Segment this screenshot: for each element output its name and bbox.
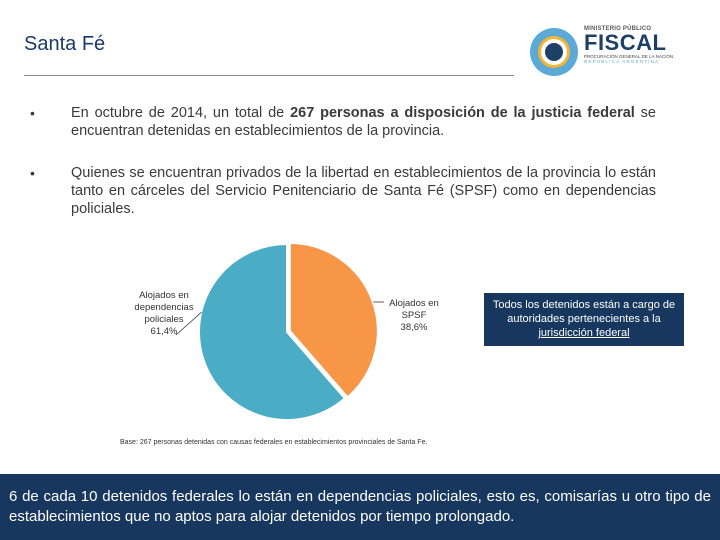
sun-emblem-icon xyxy=(530,28,578,76)
bullet-item: • En octubre de 2014, un total de 267 pe… xyxy=(30,104,656,140)
callout-underlined: jurisdicción federal xyxy=(538,327,630,339)
ministerio-publico-fiscal-logo: MINISTERIO PÚBLICO FISCAL PROCURACIÓN GE… xyxy=(528,26,674,78)
pie-leader-policiales xyxy=(175,311,202,336)
bullet-dot: • xyxy=(30,165,35,181)
pie-label-policiales-line: Alojados en xyxy=(139,290,189,301)
footer-text: 6 de cada 10 detenidos federales lo está… xyxy=(9,488,711,525)
bullet-item: • Quienes se encuentran privados de la l… xyxy=(30,164,656,218)
pie-label-spsf-line: SPSF xyxy=(401,310,427,321)
page-title: Santa Fé xyxy=(24,33,106,55)
pie-slice-spsf xyxy=(288,241,379,399)
bullet-1-bold: 267 personas a disposición de la justici… xyxy=(290,105,635,121)
logo-name: FISCAL xyxy=(584,30,667,55)
bullet-1-pre: En octubre de 2014, un total de xyxy=(71,105,291,121)
bullet-dot: • xyxy=(30,105,35,121)
bullet-2-text: Quienes se encuentran privados de la lib… xyxy=(71,165,656,217)
bullet-list: • En octubre de 2014, un total de 267 pe… xyxy=(30,104,656,242)
title-divider xyxy=(24,75,514,76)
pie-label-policiales-line: policiales xyxy=(144,314,184,325)
logo-sub-line-1: PROCURACIÓN GENERAL DE LA NACIÓN xyxy=(584,54,674,59)
pie-label-policiales-value: 61,4% xyxy=(150,326,178,337)
footer-summary-banner: 6 de cada 10 detenidos federales lo está… xyxy=(0,474,720,540)
pie-slice-policiales xyxy=(198,242,347,421)
pie-label-spsf-value: 38,6% xyxy=(400,322,428,333)
pie-label-spsf: Alojados en SPSF 38,6% xyxy=(384,298,444,334)
jurisdiction-callout: Todos los detenidos están a cargo de aut… xyxy=(484,293,684,346)
logo-top-line: MINISTERIO PÚBLICO xyxy=(584,26,652,32)
pie-label-spsf-line: Alojados en xyxy=(389,298,439,309)
callout-text: Todos los detenidos están a cargo de aut… xyxy=(492,299,676,325)
pie-label-policiales-line: dependencias xyxy=(134,302,194,313)
chart-base-note: Base: 267 personas detenidas con causas … xyxy=(120,439,428,446)
bullet-1-post: se encuentran detenidas en establecimien… xyxy=(71,105,656,139)
logo-sub-line-2: REPÚBLICA ARGENTINA xyxy=(584,59,660,64)
pie-label-policiales: Alojados en dependencias policiales 61,4… xyxy=(128,290,200,338)
